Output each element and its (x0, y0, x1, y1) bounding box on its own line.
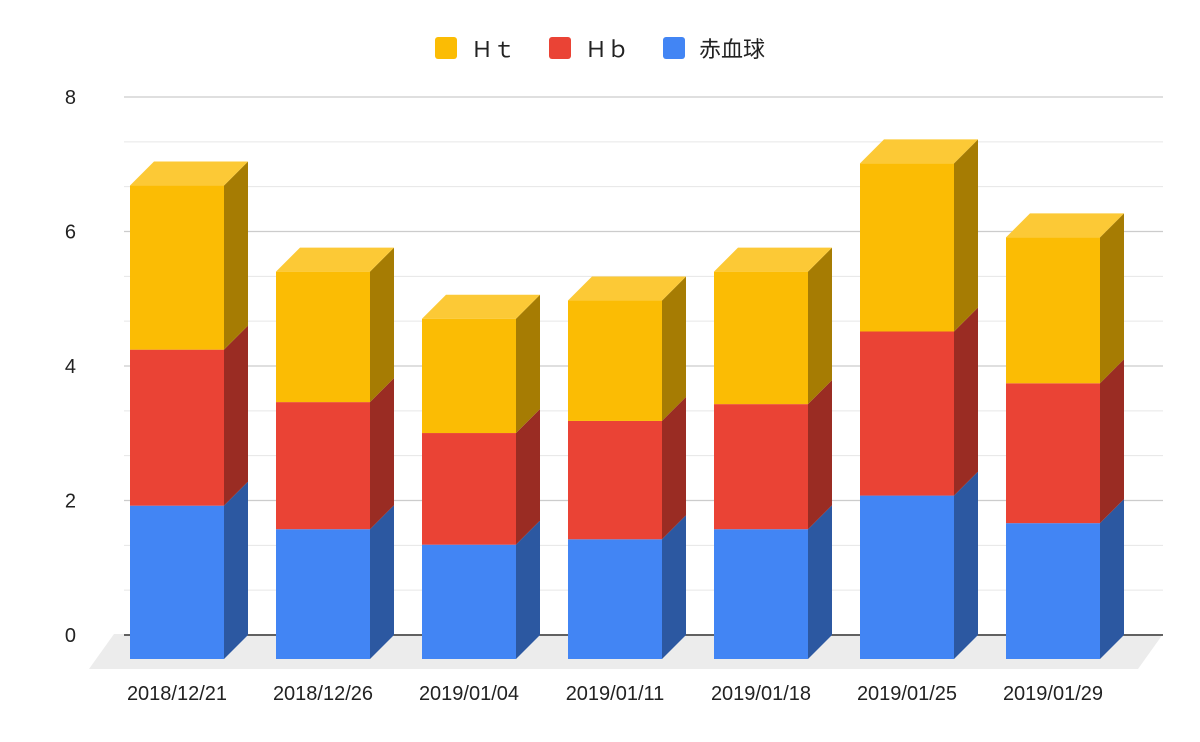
bar-front-face (1006, 523, 1100, 659)
legend-label: Ｈｔ (470, 37, 515, 62)
bar-front-face (714, 404, 808, 530)
bar-front-face (422, 318, 516, 434)
bar-front-face (422, 544, 516, 659)
y-tick-label: 6 (65, 222, 76, 244)
bar-segment (130, 481, 248, 659)
bar-side-face (662, 515, 686, 659)
bar-front-face (276, 529, 370, 659)
bar-side-face (516, 294, 540, 434)
bar-segment (276, 505, 394, 659)
y-tick-label: 0 (65, 625, 76, 647)
bar-front-face (422, 433, 516, 545)
bar-side-face (1100, 213, 1124, 384)
bar-top-face (1006, 213, 1124, 238)
bar-side-face (808, 380, 832, 530)
bar-front-face (276, 271, 370, 403)
bar-top-face (276, 247, 394, 272)
x-tick-label: 2019/01/25 (857, 683, 957, 705)
bar-side-face (954, 471, 978, 659)
bar-segment (1006, 213, 1124, 384)
bar-front-face (714, 529, 808, 659)
bar-side-face (224, 481, 248, 659)
bar-segment (276, 247, 394, 403)
bar-front-face (568, 300, 662, 421)
bar-front-face (130, 349, 224, 506)
bar-segment (860, 307, 978, 496)
bar-side-face (224, 325, 248, 506)
bar-front-face (130, 505, 224, 659)
legend-swatch (434, 37, 457, 59)
bar-segment (860, 471, 978, 659)
bar-front-face (276, 402, 370, 530)
bar-front-face (860, 495, 954, 659)
bar-front-face (568, 539, 662, 659)
bar-segment (714, 505, 832, 659)
bar-front-face (130, 185, 224, 350)
legend-item: Ｈｂ (548, 30, 629, 66)
bar-front-face (568, 420, 662, 540)
bar-segment (860, 139, 978, 332)
legend-item: 赤血球 (663, 30, 765, 66)
legend-swatch (548, 37, 571, 59)
bar-segment (422, 409, 540, 545)
bar-front-face (714, 271, 808, 405)
y-tick-label: 2 (65, 491, 76, 513)
y-tick-label: 4 (65, 356, 76, 378)
bar-side-face (370, 378, 394, 530)
y-tick-label: 8 (65, 87, 76, 109)
bar-front-face (860, 163, 954, 332)
bar-segment (568, 276, 686, 421)
legend-item: Ｈｔ (434, 30, 515, 66)
bar-segment (568, 515, 686, 659)
bar-top-face (860, 139, 978, 164)
bar-segment (422, 520, 540, 659)
bar-top-face (714, 247, 832, 272)
bar-side-face (954, 307, 978, 496)
x-tick-label: 2019/01/11 (566, 683, 665, 705)
legend-label: 赤血球 (699, 37, 766, 62)
bar-segment (130, 325, 248, 506)
x-tick-label: 2019/01/04 (419, 683, 519, 705)
x-tick-label: 2018/12/21 (127, 683, 227, 705)
bar-segment (1006, 359, 1124, 524)
bar-side-face (808, 505, 832, 659)
bar-side-face (954, 139, 978, 332)
bar-front-face (1006, 383, 1100, 524)
bar-segment (276, 378, 394, 530)
bar-segment (714, 380, 832, 530)
bar-front-face (1006, 237, 1100, 384)
bar-top-face (130, 161, 248, 186)
bar-side-face (1100, 499, 1124, 659)
legend-label: Ｈｂ (584, 37, 629, 62)
bar-side-face (516, 409, 540, 545)
bar-segment (422, 294, 540, 434)
bar-segment (130, 161, 248, 350)
bar-front-face (860, 331, 954, 496)
bar-segment (1006, 499, 1124, 659)
bar-side-face (224, 161, 248, 350)
bar-side-face (662, 396, 686, 540)
bar-top-face (422, 294, 540, 319)
bar-top-face (568, 276, 686, 301)
bar-segment (568, 396, 686, 540)
x-tick-label: 2019/01/29 (1003, 683, 1103, 705)
legend-swatch (663, 37, 685, 59)
bar-side-face (1100, 359, 1124, 524)
bar-side-face (370, 247, 394, 403)
bar-side-face (516, 520, 540, 659)
x-tick-label: 2018/12/26 (273, 683, 373, 705)
bar-segment (714, 247, 832, 405)
bar-side-face (808, 247, 832, 405)
legend: Ｈｔ Ｈｂ 赤血球 (0, 30, 1200, 66)
bar-side-face (370, 505, 394, 659)
x-tick-label: 2019/01/18 (711, 683, 811, 705)
bar-side-face (662, 276, 686, 421)
